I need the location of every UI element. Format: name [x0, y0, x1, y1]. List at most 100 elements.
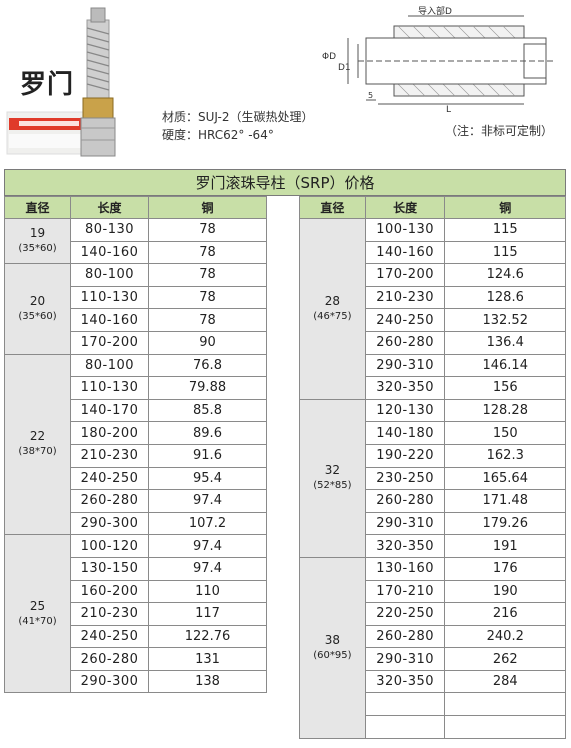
- drawing-label-d1: D1: [338, 63, 351, 73]
- price-cell: 216: [444, 602, 566, 626]
- length-cell: 180-200: [70, 421, 149, 445]
- diameter-value: 25: [29, 598, 46, 613]
- diameter-cell: 25 (41*70): [4, 534, 71, 694]
- price-table-left: 直径 长度 铜 19 (35*60) 80-130 78 140-160 78 20 (35*…: [4, 196, 267, 694]
- drawing-label-5: 5: [368, 91, 373, 100]
- price-cell: 115: [444, 218, 566, 242]
- table-row: 170-200 90: [5, 330, 267, 355]
- length-cell: 130-160: [364, 556, 446, 581]
- length-cell: 240-250: [364, 308, 446, 332]
- length-cell: 80-100: [70, 353, 149, 378]
- table-row: 170-210 190: [300, 579, 566, 604]
- header-copper: 铜: [444, 196, 566, 219]
- price-cell: [444, 715, 566, 739]
- length-cell: 260-280: [70, 647, 149, 671]
- length-cell: 290-310: [364, 511, 446, 536]
- price-cell: 78: [148, 308, 267, 332]
- length-cell: 80-130: [70, 218, 149, 242]
- material-spec: 材质：SUJ-2（生碳热处理）: [162, 110, 314, 124]
- length-cell: 260-280: [364, 330, 446, 355]
- length-cell: 210-230: [70, 443, 149, 468]
- table-row: 290-310 179.26: [300, 511, 566, 536]
- table-row: 290-300 138: [5, 669, 267, 694]
- length-cell: [364, 692, 446, 717]
- diameter-size: (60*95): [313, 649, 352, 661]
- price-cell: 262: [444, 647, 566, 671]
- diameter-value: 38: [324, 632, 341, 647]
- diameter-value: 22: [29, 429, 46, 444]
- price-cell: 78: [148, 240, 267, 265]
- price-cell: 128.6: [444, 285, 566, 310]
- length-cell: 110-130: [70, 285, 149, 310]
- table-row: [300, 692, 566, 717]
- length-cell: 240-250: [70, 466, 149, 491]
- table-row: 290-310 146.14: [300, 353, 566, 378]
- table-row: 110-130 79.88: [5, 376, 267, 400]
- table-row: 170-200 124.6: [300, 263, 566, 287]
- table-row: 22 (38*70) 80-100 76.8: [4, 353, 267, 536]
- length-cell: 140-160: [70, 240, 149, 265]
- price-cell: 91.6: [148, 443, 267, 468]
- price-cell: 124.6: [444, 263, 566, 287]
- price-cell: 78: [148, 263, 267, 287]
- price-cell: 131: [148, 647, 267, 671]
- length-cell: 290-300: [70, 511, 149, 536]
- price-cell: 165.64: [444, 466, 566, 491]
- length-cell: 170-200: [364, 263, 446, 287]
- length-cell: 100-120: [70, 534, 149, 558]
- table-row: 160-200 110: [5, 579, 267, 604]
- length-cell: 290-310: [364, 647, 446, 671]
- length-cell: 260-280: [70, 489, 149, 513]
- table-row: 210-230 128.6: [300, 285, 566, 310]
- table-title: 罗门滚珠导柱（SRP）价格: [4, 169, 566, 196]
- table-row: 140-160 115: [300, 240, 566, 265]
- table-row: 140-180 150: [300, 421, 566, 445]
- length-cell: 140-170: [70, 398, 149, 423]
- price-cell: 190: [444, 579, 566, 604]
- table-row: 19 (35*60) 80-130 78: [4, 217, 267, 265]
- length-cell: 210-230: [70, 602, 149, 626]
- price-cell: 97.4: [148, 534, 267, 558]
- length-cell: 220-250: [364, 602, 446, 626]
- table-row: 38 (60*95) 130-160 176: [299, 556, 566, 739]
- diameter-size: (35*60): [18, 310, 57, 322]
- price-cell: 191: [444, 534, 566, 558]
- price-cell: 138: [148, 669, 267, 694]
- technical-drawing: 导入部D ΦD D1 L 5: [322, 5, 554, 114]
- price-cell: 78: [148, 285, 267, 310]
- price-cell: 150: [444, 421, 566, 445]
- diameter-size: (41*70): [18, 615, 57, 627]
- price-cell: 78: [148, 218, 267, 242]
- price-cell: 176: [444, 556, 566, 581]
- table-row: 110-130 78: [5, 285, 267, 310]
- length-cell: 110-130: [70, 376, 149, 400]
- length-cell: 260-280: [364, 489, 446, 513]
- hardness-spec: 硬度：HRC62° -64°: [162, 128, 274, 142]
- length-cell: 120-130: [364, 398, 446, 423]
- price-cell: 146.14: [444, 353, 566, 378]
- table-row: 210-230 117: [5, 602, 267, 626]
- header-diameter: 直径: [4, 196, 71, 219]
- table-row: 230-250 165.64: [300, 466, 566, 491]
- length-cell: 100-130: [364, 218, 446, 242]
- length-cell: 320-350: [364, 534, 446, 558]
- length-cell: 210-230: [364, 285, 446, 310]
- price-cell: 132.52: [444, 308, 566, 332]
- price-cell: 122.76: [148, 624, 267, 649]
- brand-name: 罗门: [20, 70, 75, 100]
- price-cell: 156: [444, 376, 566, 400]
- length-cell: 260-280: [364, 624, 446, 649]
- price-cell: 90: [148, 330, 267, 355]
- length-cell: 190-220: [364, 443, 446, 468]
- length-cell: 170-200: [70, 330, 149, 355]
- table-row: 28 (46*75) 100-130 115: [299, 218, 566, 400]
- price-cell: 284: [444, 669, 566, 694]
- length-cell: 170-210: [364, 579, 446, 604]
- table-row: 240-250 122.76: [5, 624, 267, 649]
- price-table-right: 直径 长度 铜 28 (46*75) 100-130 115 140-160 115 170…: [299, 196, 566, 739]
- length-cell: 130-150: [70, 556, 149, 581]
- length-cell: 320-350: [364, 376, 446, 400]
- diameter-cell: 19 (35*60): [4, 217, 71, 265]
- length-cell: 230-250: [364, 466, 446, 491]
- price-cell: 179.26: [444, 511, 566, 536]
